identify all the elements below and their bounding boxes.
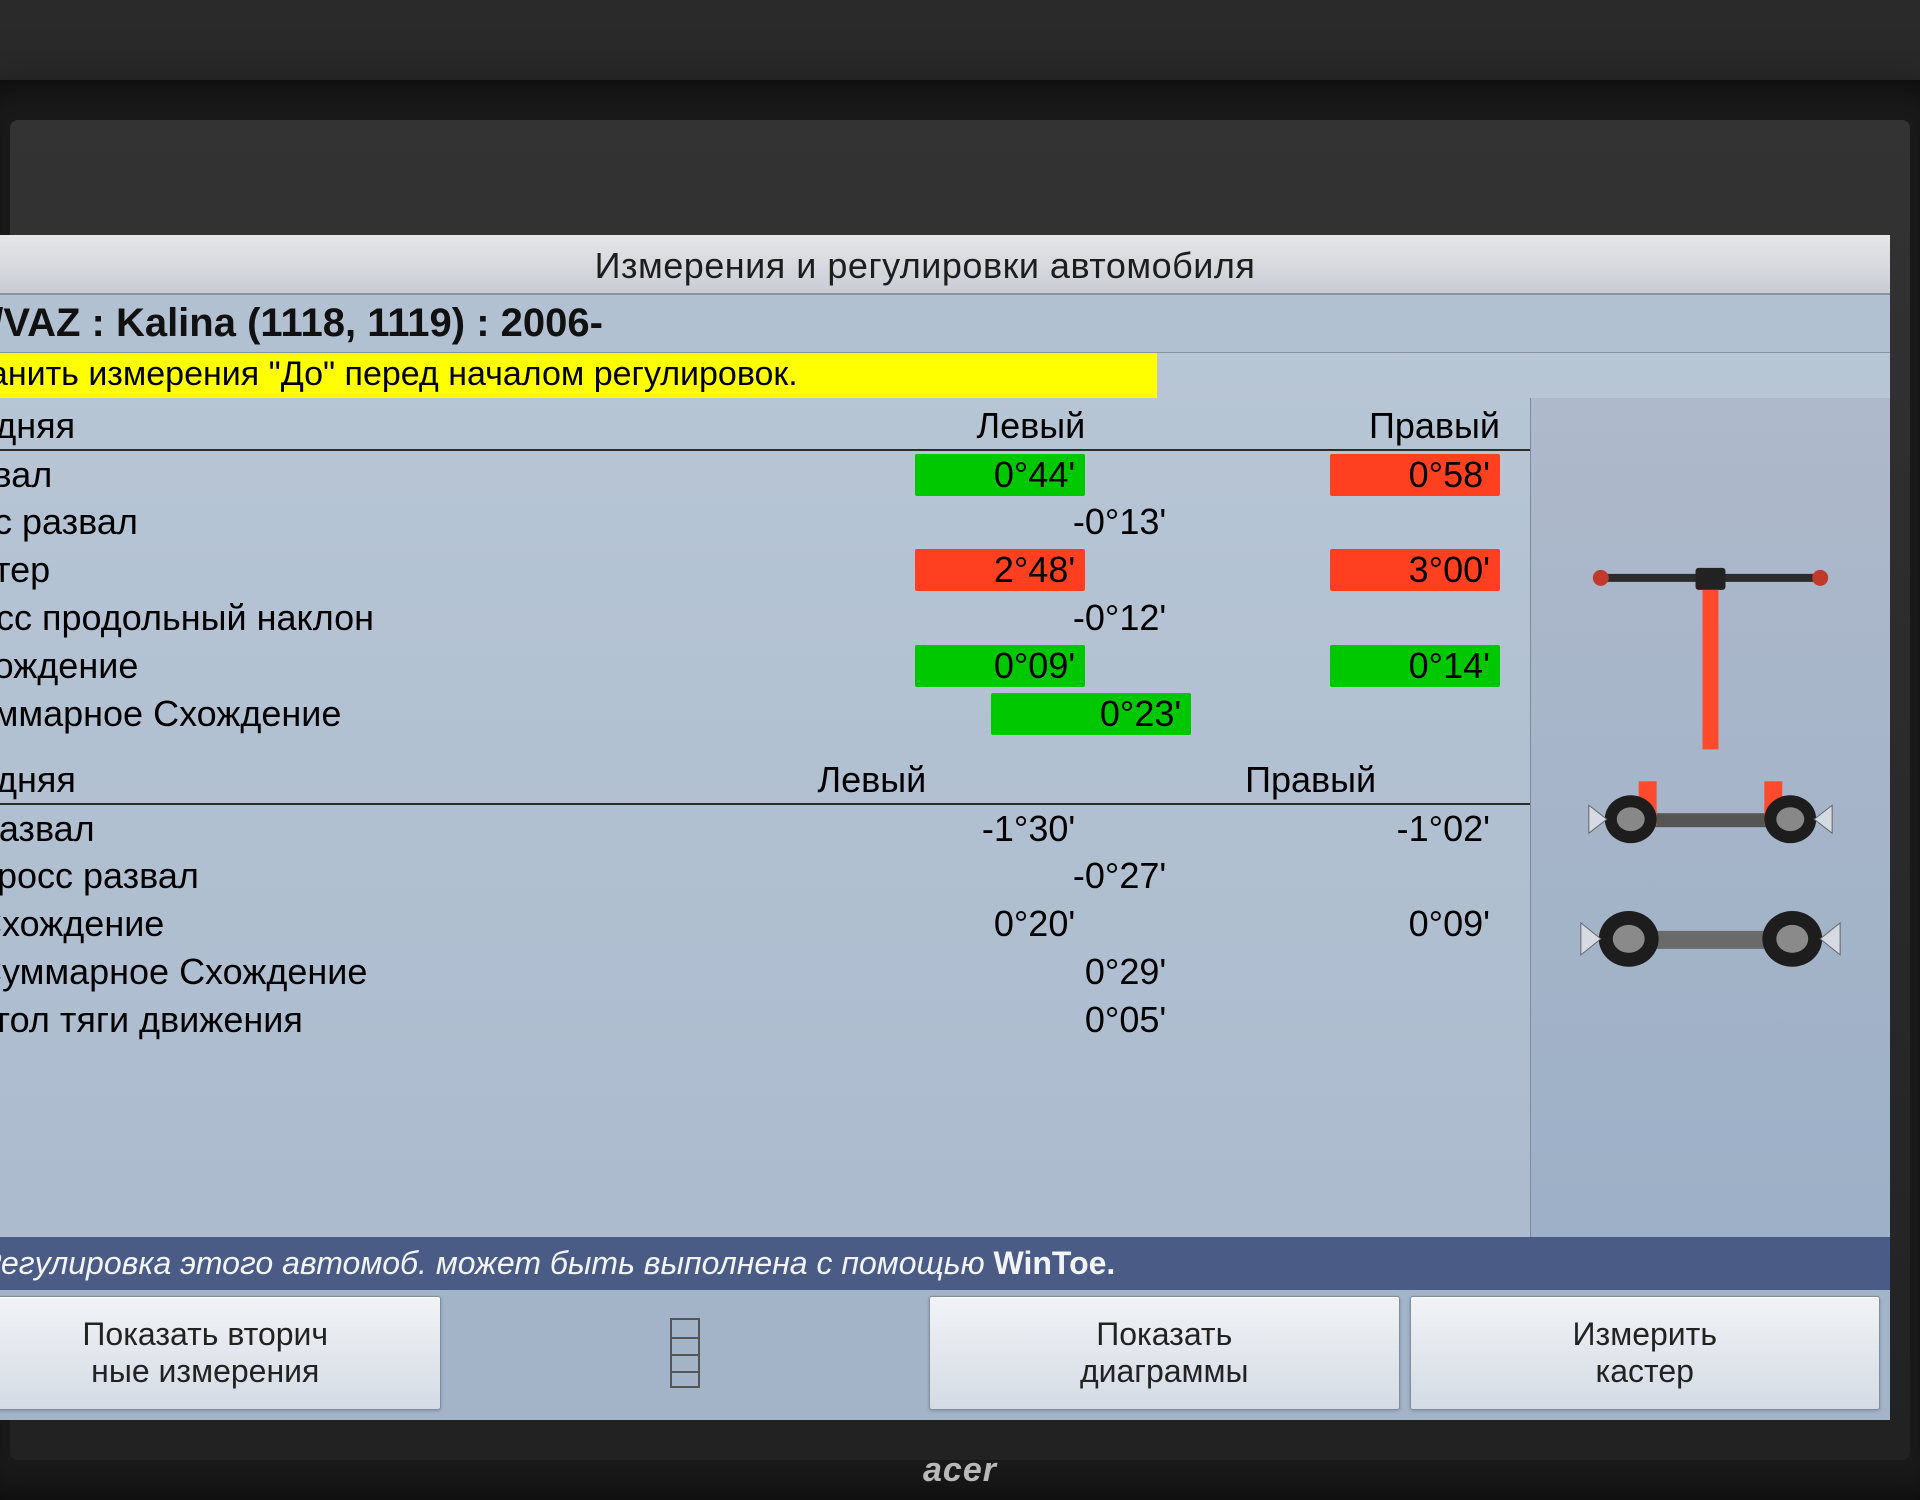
- monitor-brand-logo: acer: [923, 1451, 997, 1490]
- front-camber-right: 0°58': [1330, 454, 1500, 496]
- front-toe-right: 0°14': [1330, 645, 1500, 687]
- rear-camber-label: Развал: [0, 804, 653, 852]
- show-secondary-label: Показать вторич ные измерения: [82, 1316, 328, 1390]
- front-toe-label: хождение: [0, 642, 653, 690]
- app-window: Измерения и регулировки автомобиля а/VAZ…: [0, 235, 1890, 1420]
- thrust-angle-row: Угол тяги движения 0°05': [0, 996, 1530, 1044]
- column-right-header: Правый: [1091, 402, 1530, 450]
- rear-toe-right: 0°09': [1330, 903, 1500, 945]
- rear-camber-row: Развал -1°30' -1°02': [0, 804, 1530, 852]
- rear-camber-right: -1°02': [1330, 808, 1500, 850]
- front-total-toe-label: уммарное Схождение: [0, 690, 653, 738]
- alignment-table: едняя Левый Правый звал 0°44' 0°58' сс р…: [0, 402, 1530, 1044]
- rear-total-toe-row: Суммарное Схождение 0°29': [0, 948, 1530, 996]
- front-axle-label: едняя: [0, 402, 653, 450]
- front-caster-row: стер 2°48' 3°00': [0, 546, 1530, 594]
- status-text: Регулировка этого автомоб. может быть вы…: [0, 1245, 994, 1281]
- rear-cross-camber-value: -0°27': [1006, 855, 1176, 897]
- vehicle-diagram-icon: [1531, 538, 1890, 1136]
- front-axle-header: едняя Левый Правый: [0, 402, 1530, 450]
- front-camber-left: 0°44': [915, 454, 1085, 496]
- rear-camber-left: -1°30': [915, 808, 1085, 850]
- front-cross-caster-row: осс продольный наклон -0°12': [0, 594, 1530, 642]
- rear-toe-left: 0°20': [915, 903, 1085, 945]
- front-toe-row: хождение 0°09' 0°14': [0, 642, 1530, 690]
- vehicle-diagram-pane: [1530, 398, 1890, 1237]
- screen: Измерения и регулировки автомобиля а/VAZ…: [0, 235, 1890, 1420]
- thrust-angle-label: Угол тяги движения: [0, 996, 653, 1044]
- rear-total-toe-value: 0°29': [1006, 951, 1176, 993]
- show-diagrams-label: Показать диаграммы: [1080, 1316, 1249, 1390]
- rear-axle-header: адняя Левый Правый: [0, 756, 1530, 804]
- front-cross-caster-label: осс продольный наклон: [0, 594, 653, 642]
- rear-cross-camber-row: Кросс развал -0°27': [0, 852, 1530, 900]
- main-content: едняя Левый Правый звал 0°44' 0°58' сс р…: [0, 398, 1890, 1237]
- measure-caster-button[interactable]: Измерить кастер: [1410, 1296, 1881, 1410]
- button-spacer: [451, 1296, 920, 1410]
- front-total-toe-row: уммарное Схождение 0°23': [0, 690, 1530, 738]
- measure-caster-label: Измерить кастер: [1573, 1316, 1717, 1390]
- show-diagrams-button[interactable]: Показать диаграммы: [929, 1296, 1400, 1410]
- rear-toe-label: Схождение: [0, 900, 653, 948]
- spacer-row: [0, 738, 1530, 756]
- ladder-icon: [670, 1318, 700, 1388]
- vehicle-spec: а/VAZ : Kalina (1118, 1119) : 2006-: [0, 295, 1890, 353]
- rear-toe-row: Схождение 0°20' 0°09': [0, 900, 1530, 948]
- window-title: Измерения и регулировки автомобиля: [0, 235, 1890, 295]
- column-left-header: Левый: [653, 402, 1092, 450]
- rear-axle-label: адняя: [0, 756, 653, 804]
- rear-cross-camber-label: Кросс развал: [0, 852, 653, 900]
- notice-banner: ранить измерения "До" перед началом регу…: [0, 353, 1157, 398]
- monitor-bezel: V226H acer Измерения и регулировки автом…: [0, 80, 1920, 1500]
- button-bar: Показать вторич ные измерения Показать д…: [0, 1290, 1890, 1420]
- front-cross-camber-label: сс развал: [0, 498, 653, 546]
- status-brand: WinToe.: [994, 1245, 1116, 1281]
- front-cross-camber-value: -0°13': [1006, 501, 1176, 543]
- front-caster-left: 2°48': [915, 549, 1085, 591]
- front-total-toe-value: 0°23': [991, 693, 1191, 735]
- rear-total-toe-label: Суммарное Схождение: [0, 948, 653, 996]
- front-cross-caster-value: -0°12': [1006, 597, 1176, 639]
- thrust-angle-value: 0°05': [1006, 999, 1176, 1041]
- front-cross-camber-row: сс развал -0°13': [0, 498, 1530, 546]
- front-camber-row: звал 0°44' 0°58': [0, 450, 1530, 498]
- show-secondary-button[interactable]: Показать вторич ные измерения: [0, 1296, 441, 1410]
- front-caster-label: стер: [0, 546, 653, 594]
- column-right-header-rear: Правый: [1091, 756, 1530, 804]
- measurements-pane: едняя Левый Правый звал 0°44' 0°58' сс р…: [0, 398, 1530, 1237]
- column-left-header-rear: Левый: [653, 756, 1092, 804]
- front-caster-right: 3°00': [1330, 549, 1500, 591]
- front-toe-left: 0°09': [915, 645, 1085, 687]
- front-camber-label: звал: [0, 450, 653, 498]
- status-bar: Регулировка этого автомоб. может быть вы…: [0, 1237, 1890, 1290]
